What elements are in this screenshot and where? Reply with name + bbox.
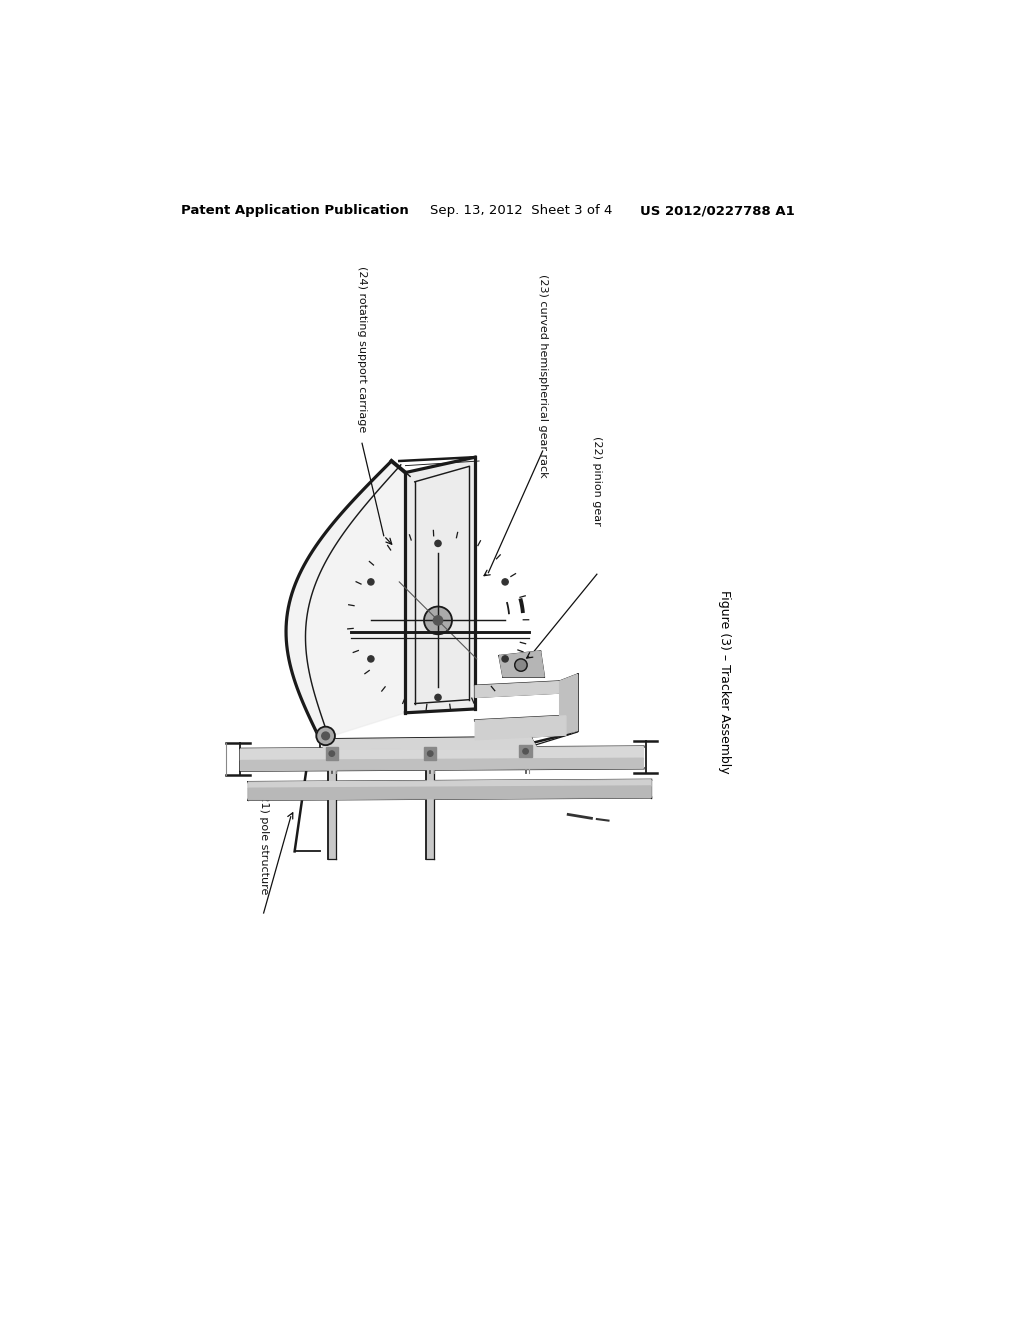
Polygon shape <box>286 461 406 739</box>
Circle shape <box>515 659 527 671</box>
Text: Figure (3) – Tracker Assembly: Figure (3) – Tracker Assembly <box>718 590 731 774</box>
Polygon shape <box>519 744 531 758</box>
Circle shape <box>435 694 441 701</box>
Text: (23) curved hemispherical gear rack: (23) curved hemispherical gear rack <box>538 275 548 478</box>
Circle shape <box>502 656 508 663</box>
Polygon shape <box>321 738 538 748</box>
Polygon shape <box>241 758 643 771</box>
Text: Sep. 13, 2012  Sheet 3 of 4: Sep. 13, 2012 Sheet 3 of 4 <box>430 205 612 218</box>
Circle shape <box>322 733 330 739</box>
Polygon shape <box>560 675 578 735</box>
Circle shape <box>316 726 335 744</box>
Polygon shape <box>241 747 643 760</box>
Polygon shape <box>424 747 436 760</box>
Text: US 2012/0227788 A1: US 2012/0227788 A1 <box>640 205 795 218</box>
Circle shape <box>329 751 335 756</box>
Text: Patent Application Publication: Patent Application Publication <box>180 205 409 218</box>
Circle shape <box>502 578 508 585</box>
Circle shape <box>523 748 528 754</box>
Polygon shape <box>248 780 651 788</box>
Text: (21) pole structure: (21) pole structure <box>259 789 268 894</box>
Text: (24) rotating support carriage: (24) rotating support carriage <box>357 267 367 433</box>
Polygon shape <box>475 681 566 697</box>
Text: (22) pinion gear: (22) pinion gear <box>592 436 602 525</box>
Polygon shape <box>475 715 566 739</box>
Circle shape <box>428 751 433 756</box>
Polygon shape <box>248 785 651 800</box>
Circle shape <box>368 578 374 585</box>
Circle shape <box>433 615 442 626</box>
Circle shape <box>368 656 374 663</box>
Polygon shape <box>406 457 475 713</box>
Circle shape <box>424 607 452 635</box>
Polygon shape <box>326 747 338 760</box>
Polygon shape <box>500 651 544 677</box>
Circle shape <box>435 540 441 546</box>
Polygon shape <box>426 768 434 859</box>
Polygon shape <box>328 768 336 859</box>
